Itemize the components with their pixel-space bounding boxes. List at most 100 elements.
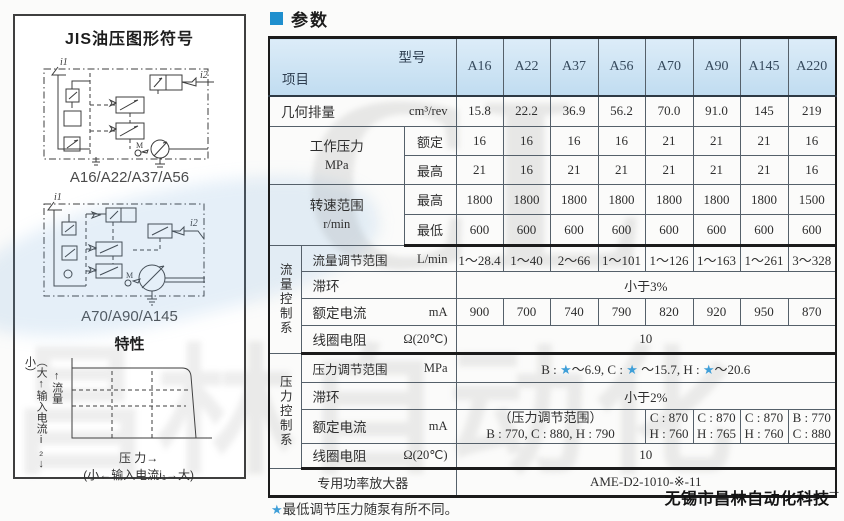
- cell-value: 870: [787, 298, 837, 326]
- cell-value: 21: [692, 126, 741, 156]
- cell-value: 1800: [455, 184, 504, 215]
- working-pressure-label-cell: 工作压力 MPa: [268, 126, 405, 185]
- row-unit: Ω(20℃): [403, 448, 448, 462]
- row-label: 工作压力: [309, 138, 364, 154]
- section-header: 参数: [270, 6, 329, 31]
- row-working-pressure-rated: 工作压力 MPa 额定 16 16 16 16 21 21 21 16: [268, 126, 837, 185]
- cell-value: 219: [787, 95, 837, 127]
- cell-value: 1800: [597, 184, 646, 215]
- pressure-current-span-line2: B : 770, C : 880, H : 790: [486, 426, 615, 442]
- row-pressure-hysteresis: 滞环 小于2%: [269, 382, 837, 410]
- flow-range-label-cell: 流量调节范围 L/min: [300, 245, 457, 272]
- cell-value: 21: [597, 155, 646, 185]
- flow-resistance-label-cell: 线圈电阻 Ω(20℃): [300, 325, 457, 355]
- row-label: 压力调节范围: [312, 363, 388, 377]
- row-flow-range: 流量控制系 流量调节范围 L/min 1～28.4 1～40 2～66 1～10…: [268, 245, 837, 354]
- cell-line: C : 870: [697, 410, 736, 425]
- cell-value: 21: [644, 155, 694, 185]
- y-axis-outer-label: （大↑输入电流i₂↓小）: [23, 356, 48, 470]
- cell-value: 21: [739, 126, 789, 156]
- pressure-resistance-value: 10: [455, 442, 837, 470]
- svg-text:i1: i1: [54, 192, 62, 203]
- group-label: 流量控制系: [277, 263, 292, 336]
- cell-value: 16: [502, 155, 551, 185]
- pressure-hysteresis-label-cell: 滞环: [300, 382, 457, 410]
- row-working-pressure-max: 最高 21 16 21 21 21 21 21 16: [269, 155, 837, 185]
- row-speed-max: 转速范围 r/min 最高 1800 1800 1800 1800 1800 1…: [268, 184, 837, 246]
- panel-title: JIS油压图形符号: [64, 31, 195, 48]
- cell-value: 600: [455, 214, 504, 247]
- svg-text:M: M: [136, 141, 143, 150]
- row-pressure-range: 压力控制系 压力调节范围 MPa B : ★～6.9, C : ★ ～15.7,…: [268, 353, 837, 469]
- cell-value: 2～66: [549, 245, 599, 272]
- cell-value: 600: [597, 214, 646, 247]
- row-pressure-resistance: 线圈电阻 Ω(20℃) 10: [269, 442, 837, 470]
- model-header: A16: [455, 37, 504, 97]
- cell-value: 1～28.4: [455, 245, 504, 272]
- cell-value: 91.0: [692, 95, 741, 127]
- group-label: 压力控制系: [277, 374, 292, 448]
- cell-value: 1～163: [692, 245, 741, 272]
- cell-value: 1～126: [644, 245, 694, 272]
- characteristics-plot: 压 力→ (小←输入电流i₁→大): [64, 356, 214, 484]
- flow-resistance-value: 10: [455, 325, 837, 355]
- row-amplifier: 专用功率放大器 AME-D2-1010-※-11: [268, 467, 837, 497]
- cell-value: 56.2: [597, 95, 646, 127]
- row-unit: MPa: [324, 157, 349, 172]
- cell-value: 600: [644, 214, 694, 247]
- svg-text:i2: i2: [190, 218, 198, 229]
- blue-square-bullet-icon: [270, 12, 283, 25]
- pressure-current-cell: C : 870 H : 765: [692, 409, 741, 444]
- model-header: A90: [692, 37, 741, 97]
- cell-value: 1800: [739, 184, 789, 215]
- cell-value: 21: [644, 126, 694, 156]
- cell-value: 740: [549, 298, 599, 326]
- corner-header-cell: 型号 项目: [268, 37, 457, 97]
- cell-value: 3～328: [787, 245, 837, 272]
- cell-value: 600: [787, 214, 837, 247]
- row-label: 几何排量: [281, 105, 335, 121]
- row-label: 转速范围: [309, 198, 364, 214]
- cell-line: H : 765: [697, 426, 736, 442]
- cell-value: 21: [549, 155, 599, 185]
- parameter-table: 型号 项目 A16 A22 A37 A56 A70 A90 A145 A220 …: [268, 36, 837, 498]
- row-unit: MPa: [423, 361, 448, 375]
- cell-value: 16: [787, 126, 837, 156]
- cell-value: 15.8: [455, 95, 504, 127]
- cell-value: 16: [502, 126, 551, 156]
- sub-label-rated: 额定: [403, 126, 457, 156]
- row-unit: mA: [428, 304, 448, 319]
- pressure-current-span-cell: （压力调节范围） B : 770, C : 880, H : 790: [455, 409, 646, 444]
- cell-value: 700: [502, 298, 551, 326]
- hydraulic-circuit-a70-diagram: i1 i2 M: [43, 192, 205, 306]
- cell-value: 1800: [549, 184, 599, 215]
- cell-value: 16: [549, 126, 599, 156]
- flow-hysteresis-label-cell: 滞环: [300, 271, 457, 299]
- displacement-label-cell: 几何排量 cm³/rev: [268, 95, 457, 127]
- amplifier-label-cell: 专用功率放大器: [268, 467, 457, 497]
- pressure-current-span-line1: （压力调节范围）: [498, 410, 603, 425]
- jis-symbol-panel: JIS油压图形符号 i1 i2 M A16/A22/A37/A: [13, 14, 246, 482]
- cell-value: 920: [692, 298, 741, 326]
- corner-label-item: 项目: [282, 71, 309, 87]
- cell-value: 1800: [692, 184, 741, 215]
- cell-value: 1～40: [502, 245, 551, 272]
- y-axis-inner-label: ↑流量: [50, 370, 63, 404]
- row-unit: cm³/rev: [409, 103, 448, 118]
- pressure-current-cell: C : 870 H : 760: [739, 409, 789, 444]
- model-header: A220: [787, 37, 837, 97]
- diagram1-label: A16/A22/A37/A56: [69, 169, 190, 186]
- cell-value: 21: [692, 155, 741, 185]
- cell-value: 1500: [787, 184, 837, 215]
- cell-value: 950: [739, 298, 789, 326]
- cell-line: B : 770: [792, 410, 831, 425]
- row-speed-min: 最低 600 600 600 600 600 600 600 600: [269, 214, 837, 247]
- svg-text:i1: i1: [60, 57, 68, 68]
- row-label: 滞环: [312, 390, 340, 405]
- cell-line: H : 760: [649, 426, 689, 442]
- cell-value: 22.2: [502, 95, 551, 127]
- pressure-range-value: B : ★～6.9, C : ★ ～15.7, H : ★～20.6: [455, 353, 837, 383]
- pressure-range-label-cell: 压力调节范围 MPa: [300, 353, 457, 383]
- cell-value: 600: [549, 214, 599, 247]
- cell-value: 600: [502, 214, 551, 247]
